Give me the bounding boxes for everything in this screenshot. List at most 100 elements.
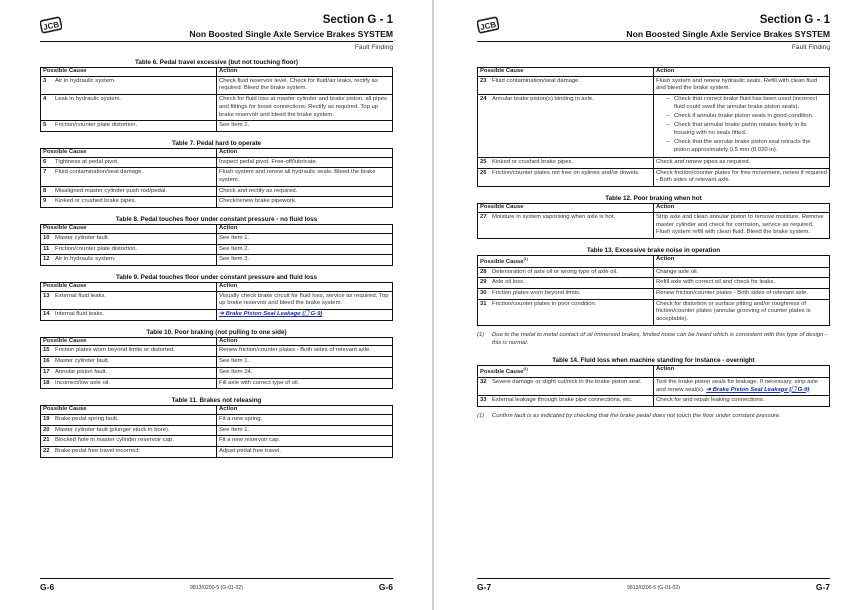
cause-cell: 3 Air in hydraulic system. [40, 75, 217, 96]
cause-cell: 19 Brake pedal spring fault. [40, 413, 217, 426]
header-possible-cause: Possible Cause [477, 203, 654, 213]
item-number: 19 [43, 415, 50, 422]
header-action: Action [216, 67, 393, 77]
table-row: 3 Air in hydraulic system. Check fluid res… [40, 75, 393, 96]
cause-text: Incorrect/low axle oil. [55, 379, 111, 386]
item-number: 9 [43, 198, 47, 205]
cause-text: Master cylinder fault (plunger stuck in … [55, 426, 170, 433]
header-action: Action [216, 224, 393, 234]
item-number: 12 [43, 256, 50, 263]
table-header-row: Possible Cause Action [40, 147, 393, 158]
table-row: 30 Friction plates worn beyond limits. Ren… [477, 288, 830, 300]
action-text: Check and renew pipes as required. [656, 159, 751, 166]
table-row: 25 Kinked or crushed brake pipes. Check an… [477, 157, 830, 169]
header-action: Action [216, 405, 393, 415]
cause-text: Severe damage or slight cut/nick in the … [492, 378, 642, 385]
action-cell: Check/renew brake pipework. [216, 196, 393, 209]
item-number: 26 [480, 169, 487, 176]
cause-cell: 33 External leakage through brake pipe co… [477, 395, 654, 408]
header-action: Action [653, 254, 830, 268]
table-title: Table 13. Excessive brake noise in opera… [586, 246, 721, 254]
fault-table: Possible Cause Action 10 Master cylinder fa… [40, 224, 393, 266]
item-number: 14 [43, 311, 50, 318]
cause-text: Brake pedal free travel incorrect. [55, 448, 141, 455]
table-row: 16 Master cylinder fault. See Item 1. [40, 356, 393, 368]
document-reference: 9813/0200-5 (G-01-02) [626, 585, 681, 591]
table-title: Table 7. Pedal hard to operate [171, 139, 262, 147]
cause-cell: 15 Friction plates worn beyond limits or … [40, 345, 217, 358]
item-number: 18 [43, 379, 50, 386]
action-text: Inspect pedal pivot. Free-off/lubricate. [219, 158, 318, 165]
action-list-item: Check that annular brake piston rotates … [666, 122, 827, 137]
cause-cell: 12 Air in hydraulic system. [40, 254, 217, 266]
brake-piston-seal-leakage-link[interactable]: ➔ Brake Piston Seal Leakage (🗋 G-9) [219, 311, 323, 318]
cause-cell: 21 Blocked hole in master cylinder reserv… [40, 435, 217, 448]
item-number: 23 [480, 77, 487, 84]
action-list-item: Check that correct brake fluid has been … [666, 96, 827, 111]
cause-text: Kinked or crushed brake pipes. [55, 198, 137, 205]
cause-cell: 18 Incorrect/low axle oil. [40, 377, 217, 390]
cause-text: External leakage through brake pipe conn… [492, 397, 633, 404]
item-number: 21 [43, 437, 50, 444]
fault-table: Possible Cause Action 27 Moisture in system… [477, 203, 830, 239]
action-text: Renew friction/counter plates - Both sid… [219, 347, 371, 354]
action-cell: Check that correct brake fluid has been … [653, 94, 830, 159]
item-number: 16 [43, 358, 50, 365]
jcb-logo: JCB [40, 16, 62, 34]
header-possible-cause: Possible Cause(1) [477, 254, 654, 268]
fault-table: Possible Cause Action 15 Friction plates wo… [40, 336, 393, 390]
header-possible-cause: Possible Cause [40, 405, 217, 415]
brake-piston-seal-leakage-link[interactable]: ➔ Brake Piston Seal Leakage (🗋 G-9) [706, 386, 810, 393]
table-row: 21 Blocked hole in master cylinder reserv… [40, 435, 393, 448]
action-text: Renew friction/counter plates - Both sid… [656, 290, 808, 297]
svg-text:JCB: JCB [42, 20, 60, 32]
action-cell: Check and renew pipes as required. [653, 157, 830, 169]
table-title: Table 12. Poor braking when hot [605, 195, 702, 203]
header-possible-cause: Possible Cause [40, 336, 217, 347]
fault-table: Possible Cause(1) Action 28 Deterioration o… [477, 254, 830, 326]
action-cell: See Item 3. [216, 254, 393, 266]
cause-text: Fluid contamination/seal damage. [55, 169, 144, 176]
action-text: See Item 1. [219, 358, 250, 365]
item-number: 4 [43, 96, 47, 103]
fault-table: Possible Cause Action 3 Air in hydraulic sy… [40, 67, 393, 132]
action-text: Fill axle with correct type of oil. [219, 379, 300, 386]
action-text: See Item 1. [219, 234, 250, 241]
table-spacer [477, 59, 830, 67]
cause-cell: 28 Deterioration of axle oil or wrong typ… [477, 266, 654, 279]
fault-table: Possible Cause Action 6 Tightness at pedal … [40, 147, 393, 209]
table-row: 18 Incorrect/low axle oil. Fill axle with … [40, 377, 393, 390]
page-body: Table 6. Pedal travel excessive (but not… [40, 56, 393, 466]
item-number: 33 [480, 397, 487, 404]
page-right: JCB Section G - 1 Non Boosted Single Axl… [434, 0, 868, 610]
table-row: 19 Brake pedal spring fault. Fit a new spr… [40, 413, 393, 426]
action-cell: Fill axle with correct type of oil. [216, 377, 393, 390]
table-row: 7 Fluid contamination/seal damage. Flush s… [40, 167, 393, 187]
cause-cell: 11 Friction/counter plate distortion. [40, 243, 217, 256]
item-number: 17 [43, 368, 50, 375]
action-cell: Check for and repair leaking connections… [653, 395, 830, 408]
table-footnote: (1) Due to the metal to metal contact of … [477, 332, 830, 347]
action-cell: See Item 24. [216, 366, 393, 379]
table-row: 6 Tightness at pedal pivot. Inspect pedal … [40, 156, 393, 169]
cause-cell: 32 Severe damage or slight cut/nick in th… [477, 376, 654, 397]
page-number-right: G-7 [815, 582, 830, 592]
action-text: Check fluid reservoir level. Check for f… [219, 77, 378, 92]
table-row: 33 External leakage through brake pipe co… [477, 395, 830, 408]
action-cell: See Item 1. [216, 356, 393, 368]
cause-cell: 25 Kinked or crushed brake pipes. [477, 157, 654, 169]
table-title: Table 8. Pedal touches floor under const… [115, 216, 318, 224]
table-header-row: Possible Cause Action [40, 405, 393, 415]
item-number: 27 [480, 213, 487, 220]
action-cell: Inspect pedal pivot. Free-off/lubricate. [216, 156, 393, 169]
action-cell: Check fluid reservoir level. Check for f… [216, 75, 393, 96]
table-row: 14 Internal fluid leaks. ➔ Brake Piston Se… [40, 309, 393, 321]
cause-cell: 14 Internal fluid leaks. [40, 309, 217, 321]
table-header-row: Possible Cause Action [40, 281, 393, 292]
footnote-text: Due to the metal to metal contact of oil… [492, 331, 827, 346]
action-text: Change axle oil. [656, 268, 699, 275]
action-cell: ➔ Brake Piston Seal Leakage (🗋 G-9) [216, 309, 393, 321]
action-cell: Visually check brake circuit for fluid l… [216, 290, 393, 311]
table-row: 8 Misaligned master cylinder push rod/ped… [40, 185, 393, 198]
action-text: Strip axle and clean annular piston to r… [656, 213, 824, 236]
